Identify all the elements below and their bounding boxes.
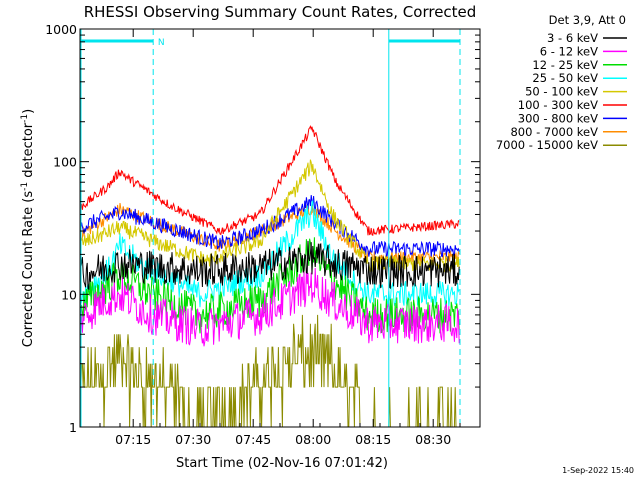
x-axis-label: Start Time (02-Nov-16 07:01:42) [176, 456, 388, 471]
legend-label: 7000 - 15000 keV [496, 138, 598, 152]
x-tick-label: 07:45 [235, 432, 271, 447]
legend-label: 3 - 6 keV [547, 31, 598, 45]
legend-label: 800 - 7000 keV [510, 125, 598, 139]
legend-label: 6 - 12 keV [540, 44, 598, 58]
x-tick-label: 07:15 [115, 432, 151, 447]
series-line [80, 240, 460, 291]
chart-title: RHESSI Observing Summary Count Rates, Co… [84, 3, 477, 21]
legend-label: 50 - 100 keV [525, 85, 598, 99]
legend-label: 12 - 25 keV [532, 58, 598, 72]
y-tick-label: 10 [61, 287, 77, 302]
plot-lines [80, 125, 460, 427]
footer-date: 1-Sep-2022 15:40 [562, 466, 634, 475]
x-tick-label: 08:30 [415, 432, 451, 447]
y-tick-label: 1000 [45, 22, 77, 37]
series-line [80, 267, 460, 347]
series-line [80, 125, 460, 236]
legend-label: 300 - 800 keV [518, 111, 598, 125]
x-axis: 07:15 07:30 07:45 08:00 08:15 08:30 [79, 29, 481, 447]
y-axis: 1 10 100 1000 [45, 22, 480, 435]
series-line [80, 314, 460, 427]
x-tick-label: 08:15 [355, 432, 391, 447]
x-tick-label: 08:00 [295, 432, 331, 447]
series-line [80, 195, 460, 259]
legend-label: 25 - 50 keV [532, 71, 598, 85]
saa-label: N [158, 38, 165, 48]
legend-label: 100 - 300 keV [518, 98, 598, 112]
night-saa-annotations: N [80, 29, 461, 427]
x-tick-label: 07:30 [175, 432, 211, 447]
y-axis-label: Corrected Count Rate (s-1 detector-1) [20, 109, 36, 347]
y-tick-label: 100 [53, 155, 77, 170]
legend-header: Det 3,9, Att 0 [549, 13, 626, 27]
y-tick-label: 1 [69, 420, 77, 435]
